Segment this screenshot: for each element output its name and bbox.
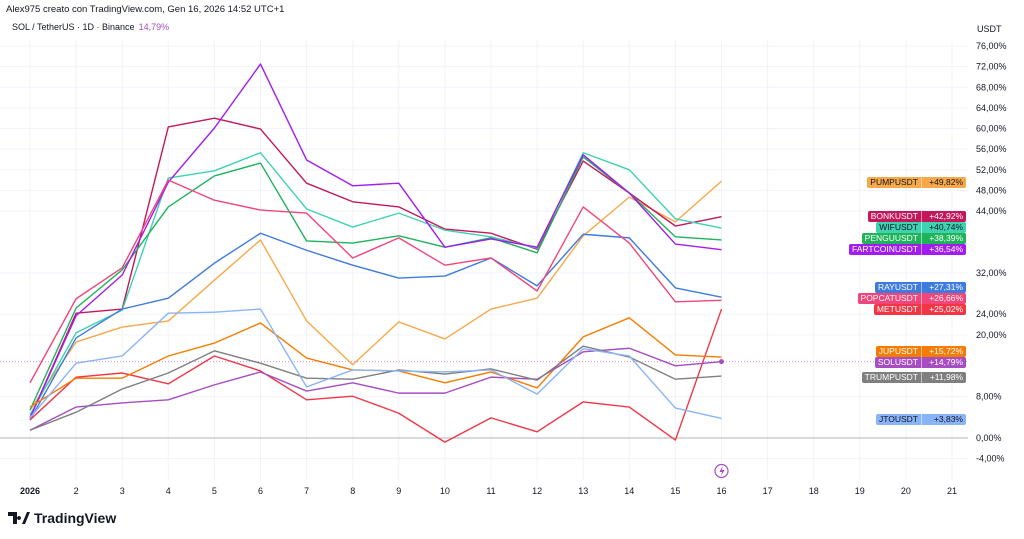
- series-name: METUSDT: [876, 303, 918, 314]
- series-label-jupusdt[interactable]: JUPUSDT +15,72%: [875, 345, 966, 357]
- y-tick-label: 68,00%: [976, 82, 1007, 92]
- x-tick-label: 9: [396, 486, 401, 496]
- series-label-solusdt[interactable]: SOLUSDT +14,79%: [874, 356, 966, 368]
- series-label-fartcoinusdt[interactable]: FARTCOINUSDT +36,54%: [849, 243, 966, 255]
- last-price-dot: [719, 359, 724, 365]
- series-line-bonkusdt: [29, 117, 722, 419]
- series-value: +15,72%: [921, 345, 966, 357]
- y-tick-label: 8,00%: [976, 392, 1002, 402]
- x-tick-label: 15: [670, 486, 680, 496]
- y-tick-label: 0,00%: [976, 433, 1002, 443]
- x-tick-label: 20: [901, 486, 911, 496]
- symbol-name: SOL / TetherUS · 1D · Binance: [12, 22, 135, 32]
- x-tick-label: 17: [763, 486, 773, 496]
- series-label-popcatusdt[interactable]: POPCATUSDT +26,66%: [857, 292, 966, 304]
- y-tick-label: 44,00%: [976, 206, 1007, 216]
- y-tick-label: 60,00%: [976, 124, 1007, 134]
- x-tick-label: 16: [716, 486, 726, 496]
- x-tick-label: 14: [624, 486, 634, 496]
- series-label-bonkusdt[interactable]: BONKUSDT +42,92%: [867, 210, 966, 222]
- series-label-wifusdt[interactable]: WIFUSDT +40,74%: [876, 221, 966, 233]
- series-name: RAYUSDT: [878, 281, 918, 292]
- series-label-penguusdt[interactable]: PENGUUSDT +38,39%: [861, 232, 966, 244]
- x-tick-label: 19: [855, 486, 865, 496]
- series-line-popcatusdt: [29, 179, 722, 384]
- series-name: WIFUSDT: [879, 221, 918, 232]
- y-tick-label: -4,00%: [976, 454, 1005, 464]
- series-line-jtousdt: [29, 308, 722, 420]
- x-tick-label: 4: [166, 486, 171, 496]
- series-value: +36,54%: [921, 243, 966, 255]
- tradingview-logo-icon: [8, 512, 30, 524]
- series-value: +14,79%: [921, 356, 966, 368]
- series-line-fartcoinusdt: [29, 63, 722, 419]
- y-tick-label: 52,00%: [976, 165, 1007, 175]
- y-tick-label: 76,00%: [976, 41, 1007, 51]
- series-line-penguusdt: [29, 156, 722, 411]
- series-value: +27,31%: [921, 281, 966, 293]
- y-tick-label: 72,00%: [976, 62, 1007, 72]
- series-value: +26,66%: [921, 292, 966, 304]
- series-name: SOLUSDT: [877, 356, 918, 367]
- series-value: +49,82%: [921, 176, 966, 188]
- series-line-metusdt: [29, 308, 723, 443]
- series-name: PENGUUSDT: [864, 232, 918, 243]
- lightning-icon: [719, 466, 725, 476]
- series-name: FARTCOINUSDT: [852, 243, 918, 254]
- series-name: POPCATUSDT: [860, 292, 918, 303]
- series-name: JTOUSDT: [878, 413, 918, 424]
- series-value: +11,98%: [921, 371, 966, 383]
- y-tick-label: 32,00%: [976, 268, 1007, 278]
- symbol-change: 14,79%: [138, 22, 170, 32]
- y-tick-label: 56,00%: [976, 144, 1007, 154]
- y-tick-label: 64,00%: [976, 103, 1007, 113]
- x-tick-label: 21: [947, 486, 957, 496]
- series-value: +25,02%: [921, 303, 966, 315]
- series-label-rayusdt[interactable]: RAYUSDT +27,31%: [875, 281, 966, 293]
- series-line-pumpusdt: [29, 180, 722, 411]
- x-tick-label: 2026: [20, 486, 40, 496]
- y-tick-label: 48,00%: [976, 185, 1007, 195]
- series-label-trumpusdt[interactable]: TRUMPUSDT +11,98%: [861, 371, 966, 383]
- tradingview-logo[interactable]: TradingView: [8, 510, 116, 526]
- series-line-rayusdt: [29, 232, 722, 421]
- series-label-pumpusdt[interactable]: PUMPUSDT +49,82%: [867, 176, 966, 188]
- x-tick-label: 6: [258, 486, 263, 496]
- series-value: +3,83%: [921, 413, 966, 425]
- logo-text: TradingView: [34, 510, 117, 526]
- axis-unit: USDT: [977, 24, 1002, 34]
- x-tick-label: 11: [486, 486, 495, 496]
- series-label-jtousdt[interactable]: JTOUSDT +3,83%: [875, 413, 966, 425]
- series-value: +40,74%: [921, 221, 966, 233]
- series-value: +42,92%: [921, 210, 966, 222]
- x-tick-label: 10: [440, 486, 450, 496]
- series-line-jupusdt: [29, 317, 722, 408]
- y-tick-label: 24,00%: [976, 309, 1007, 319]
- series-name: JUPUSDT: [878, 345, 918, 356]
- series-label-metusdt[interactable]: METUSDT +25,02%: [873, 303, 966, 315]
- x-tick-label: 7: [304, 486, 309, 496]
- series-line-trumpusdt: [29, 345, 722, 431]
- x-tick-label: 18: [809, 486, 819, 496]
- x-tick-label: 8: [350, 486, 355, 496]
- series-name: TRUMPUSDT: [864, 371, 918, 382]
- x-tick-label: 2: [74, 486, 79, 496]
- series-line-wifusdt: [29, 152, 722, 416]
- series-name: BONKUSDT: [870, 210, 918, 221]
- series-value: +38,39%: [921, 232, 966, 244]
- x-tick-label: 12: [532, 486, 542, 496]
- chart-attribution: Alex975 creato con TradingView.com, Gen …: [6, 4, 285, 15]
- x-tick-label: 5: [212, 486, 217, 496]
- series-line-solusdt: [29, 347, 722, 431]
- x-tick-label: 3: [120, 486, 125, 496]
- symbol-legend[interactable]: SOL / TetherUS · 1D · Binance 14,79%: [12, 22, 169, 32]
- y-tick-label: 20,00%: [976, 330, 1007, 340]
- x-tick-label: 13: [578, 486, 588, 496]
- series-name: PUMPUSDT: [870, 176, 918, 187]
